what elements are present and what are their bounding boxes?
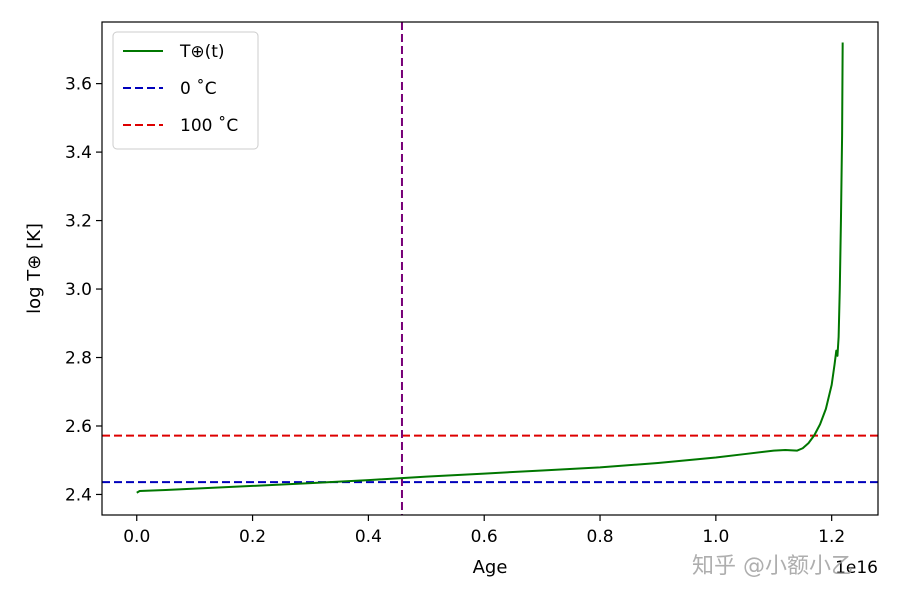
legend-entry-label: 100 ˚C bbox=[180, 115, 238, 136]
legend-entry-label: T⊕(t) bbox=[179, 42, 225, 62]
legend: T⊕(t) 0 ˚C 100 ˚C bbox=[112, 31, 259, 150]
x-axis: 0.0 0.2 0.4 0.6 0.8 1.0 1.2 bbox=[123, 515, 845, 547]
series-line-0 bbox=[136, 42, 844, 494]
data-layer bbox=[102, 22, 878, 515]
plot-frame bbox=[101, 21, 879, 516]
x-tick-label: 0.4 bbox=[355, 527, 382, 547]
legend-entry-label: 0 ˚C bbox=[180, 78, 217, 99]
y-axis-label: log T⊕ [K] bbox=[24, 223, 45, 314]
x-axis-offset-label: 1e16 bbox=[835, 558, 878, 578]
y-tick-label: 2.6 bbox=[65, 417, 92, 437]
y-tick-label: 3.6 bbox=[65, 75, 92, 95]
y-axis: 2.4 2.6 2.8 3.0 3.2 3.4 3.6 bbox=[65, 75, 102, 505]
watermark: 知乎 @小额小乙 bbox=[692, 554, 853, 579]
x-tick-label: 0.0 bbox=[123, 527, 150, 547]
x-tick-label: 1.2 bbox=[818, 527, 845, 547]
x-tick-label: 0.8 bbox=[587, 527, 614, 547]
y-tick-label: 3.4 bbox=[65, 143, 92, 163]
x-axis-label: Age bbox=[473, 557, 508, 578]
y-tick-label: 2.8 bbox=[65, 349, 92, 369]
x-tick-label: 0.2 bbox=[239, 527, 266, 547]
y-tick-label: 2.4 bbox=[65, 485, 92, 505]
y-tick-label: 3.2 bbox=[65, 212, 92, 232]
x-tick-label: 1.0 bbox=[702, 527, 729, 547]
x-tick-label: 0.6 bbox=[471, 527, 498, 547]
legend-box bbox=[112, 31, 259, 150]
y-tick-label: 3.0 bbox=[65, 280, 92, 300]
